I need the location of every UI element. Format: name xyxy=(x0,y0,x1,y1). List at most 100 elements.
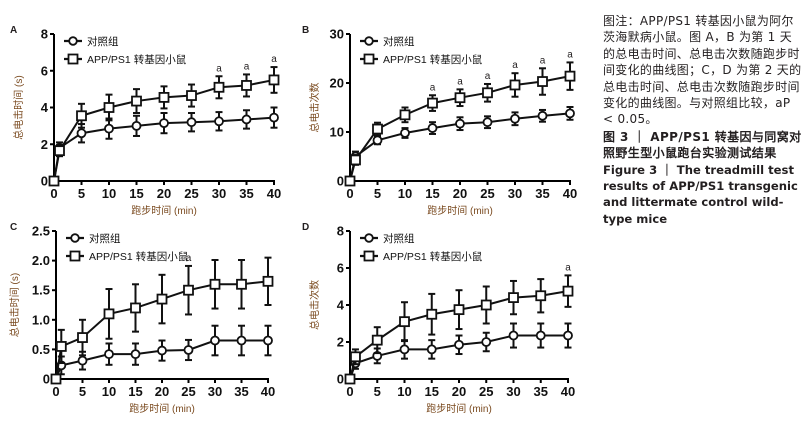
x-tick-label: 0 xyxy=(52,384,59,399)
data-point-square xyxy=(213,81,225,93)
data-point-circle xyxy=(186,117,197,128)
data-point-circle xyxy=(563,330,573,341)
chart-panel-c: C 0 0.5 1.0 1.5 2.0 2.5 0 5 10 15 20 25 30 35 40 跑步时间 (m… xyxy=(8,222,275,415)
legend-marker-square xyxy=(69,250,81,262)
legend: 对照组 APP/PS1 转基因小鼠 xyxy=(360,35,483,66)
significance-marker: a xyxy=(565,262,571,273)
x-tick-label: 5 xyxy=(374,384,381,399)
x-tick-label: 15 xyxy=(425,186,439,201)
x-tick-label: 10 xyxy=(102,186,116,201)
x-tick-label: 40 xyxy=(561,384,575,399)
series-app-ps1 xyxy=(50,256,274,385)
legend-marker-circle xyxy=(68,36,78,46)
data-point-circle xyxy=(427,123,438,133)
y-tick-label: 0 xyxy=(43,372,50,387)
data-point-circle xyxy=(159,118,169,129)
significance-marker: a xyxy=(271,54,277,65)
x-tick-label: 0 xyxy=(346,186,353,201)
legend-label: APP/PS1 转基因小鼠 xyxy=(89,250,189,263)
x-tick-label: 35 xyxy=(234,384,248,399)
legend-label: 对照组 xyxy=(87,35,119,48)
data-point-circle xyxy=(157,345,167,356)
series-line xyxy=(349,290,569,380)
y-tick-label: 0 xyxy=(41,174,48,189)
series-line xyxy=(349,75,571,182)
data-point-square xyxy=(54,145,65,157)
data-point-square xyxy=(399,316,410,328)
y-tick-label: 0 xyxy=(337,372,344,387)
significance-marker: a xyxy=(216,63,222,74)
y-tick-label: 0 xyxy=(337,174,344,189)
caption-title-cn: 图 3 ｜ APP/PS1 转基因与同窝对照野生型小鼠跑台实验测试结果 xyxy=(603,129,802,161)
data-point-square xyxy=(262,275,274,287)
data-point-square xyxy=(76,110,87,122)
significance-marker: a xyxy=(540,55,546,66)
series-line xyxy=(53,78,275,182)
series-control xyxy=(345,106,575,186)
data-point-circle xyxy=(565,108,575,119)
data-point-square xyxy=(158,91,170,103)
legend-item: APP/PS1 转基因小鼠 xyxy=(64,53,187,66)
data-point-square xyxy=(371,334,383,346)
data-point-circle xyxy=(183,345,194,355)
figure-caption: 图注：APP/PS1 转基因小鼠为阿尔茨海默病小鼠。图 A，B 为第 1 天的总… xyxy=(603,13,803,227)
significance-marker: a xyxy=(430,82,436,93)
data-point-square xyxy=(562,285,574,297)
series-line xyxy=(55,280,269,380)
data-point-square xyxy=(241,80,252,91)
x-tick-label: 20 xyxy=(157,186,171,201)
x-tick-label: 20 xyxy=(155,384,169,399)
y-axis-label: 总电击次数 xyxy=(308,83,321,133)
y-axis-label: 总电击时间 (s) xyxy=(12,75,25,139)
y-tick-label: 6 xyxy=(41,63,48,78)
y-tick-label: 8 xyxy=(337,224,344,239)
series-control xyxy=(51,324,273,384)
data-point-circle xyxy=(482,117,493,128)
data-point-circle xyxy=(372,135,383,146)
x-axis-label: 跑步时间 (min) xyxy=(131,204,197,217)
data-point-square xyxy=(564,70,576,82)
legend-marker-square xyxy=(363,53,375,65)
x-tick-label: 5 xyxy=(374,186,381,201)
legend-marker-circle xyxy=(70,233,80,243)
x-tick-label: 5 xyxy=(79,384,86,399)
data-point-circle xyxy=(77,355,88,366)
x-tick-label: 25 xyxy=(184,186,198,201)
data-point-square xyxy=(454,92,466,104)
x-tick-label: 25 xyxy=(181,384,195,399)
y-tick-label: 2.5 xyxy=(32,224,50,239)
data-point-square xyxy=(103,102,115,113)
x-tick-label: 0 xyxy=(50,186,57,201)
significance-marker: a xyxy=(186,253,192,264)
panel-label: B xyxy=(302,25,309,36)
legend: 对照组 APP/PS1 转基因小鼠 xyxy=(66,232,189,263)
data-point-square xyxy=(535,290,547,302)
legend-marker-circle xyxy=(364,233,374,243)
data-point-circle xyxy=(454,339,464,350)
panel-label: C xyxy=(10,222,17,233)
y-tick-label: 6 xyxy=(337,261,344,276)
y-axis-label: 总电击时间 (s) xyxy=(8,273,21,337)
data-point-square xyxy=(508,292,519,304)
data-point-square xyxy=(344,175,356,187)
y-tick-label: 4 xyxy=(337,298,345,313)
data-point-square xyxy=(209,278,221,290)
data-point-square xyxy=(427,97,438,109)
x-tick-label: 40 xyxy=(261,384,275,399)
y-tick-label: 1.5 xyxy=(32,283,50,298)
series-line xyxy=(55,339,268,380)
legend-item: APP/PS1 转基因小鼠 xyxy=(66,250,189,263)
data-point-square xyxy=(236,278,247,290)
y-tick-label: 2 xyxy=(337,335,344,350)
data-point-square xyxy=(399,109,411,121)
significance-marker: a xyxy=(457,76,463,87)
data-point-square xyxy=(537,76,548,87)
chart-panel-b: B 0 10 20 30 0 5 10 15 20 25 30 35 40 跑步时间 (min) 总电击次数 a… xyxy=(302,25,577,217)
x-tick-label: 30 xyxy=(212,186,226,201)
x-tick-label: 20 xyxy=(452,384,466,399)
x-axis-label: 跑步时间 (min) xyxy=(129,402,195,415)
data-point-circle xyxy=(510,113,520,124)
x-tick-label: 35 xyxy=(535,186,549,201)
x-axis-label: 跑步时间 (min) xyxy=(427,204,493,217)
data-point-square xyxy=(350,154,361,166)
